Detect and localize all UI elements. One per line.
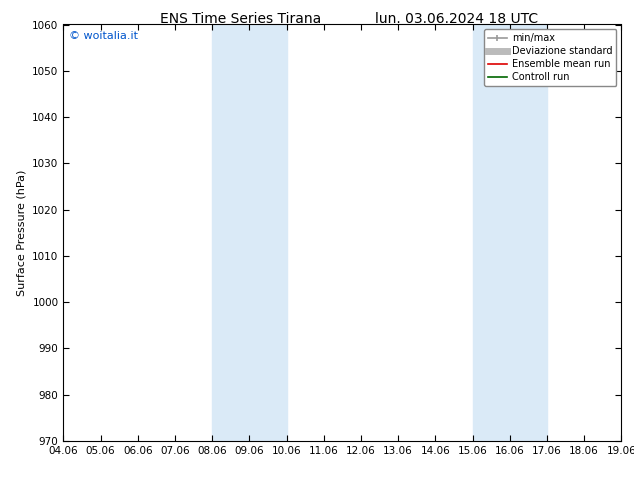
Bar <box>472 24 547 441</box>
Text: lun. 03.06.2024 18 UTC: lun. 03.06.2024 18 UTC <box>375 12 538 26</box>
Legend: min/max, Deviazione standard, Ensemble mean run, Controll run: min/max, Deviazione standard, Ensemble m… <box>484 29 616 86</box>
Text: ENS Time Series Tirana: ENS Time Series Tirana <box>160 12 321 26</box>
Text: © woitalia.it: © woitalia.it <box>69 31 138 41</box>
Bar <box>212 24 287 441</box>
Y-axis label: Surface Pressure (hPa): Surface Pressure (hPa) <box>16 170 27 296</box>
